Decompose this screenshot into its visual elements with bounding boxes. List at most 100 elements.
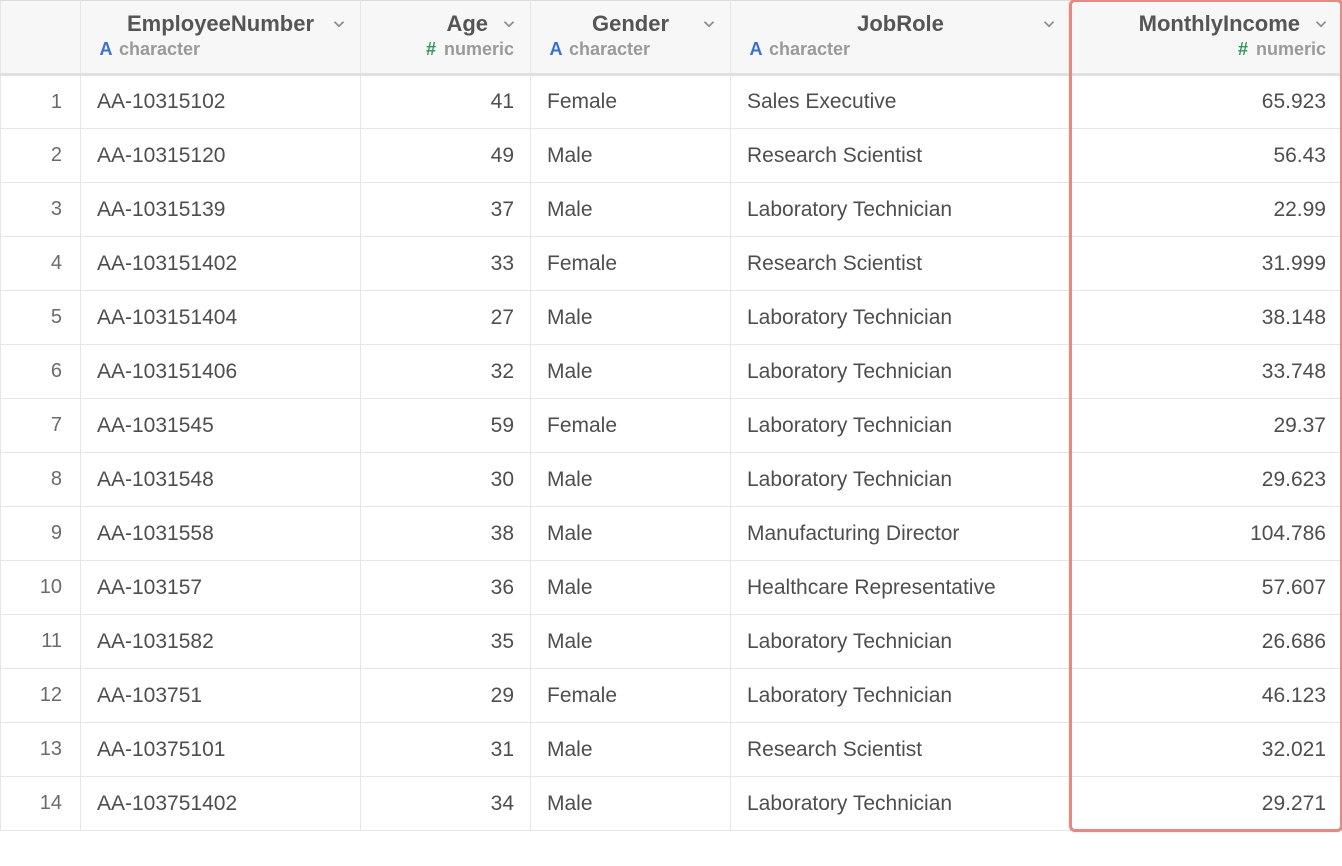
- cell-jobrole: Laboratory Technician: [731, 615, 1071, 669]
- row-number-header: [1, 1, 81, 75]
- column-type: # numeric: [377, 39, 514, 60]
- column-type: A character: [547, 39, 714, 60]
- data-table-container: EmployeeNumber A character Age: [0, 0, 1342, 831]
- table-row[interactable]: 1AA-1031510241FemaleSales Executive65.92…: [1, 75, 1342, 129]
- cell-age: 29: [361, 669, 531, 723]
- chevron-down-icon[interactable]: [330, 15, 348, 33]
- cell-gender: Male: [531, 453, 731, 507]
- cell-age: 37: [361, 183, 531, 237]
- column-header-employeenumber[interactable]: EmployeeNumber A character: [81, 1, 361, 75]
- character-type-icon: A: [547, 39, 565, 60]
- numeric-type-icon: #: [422, 39, 440, 60]
- cell-gender: Male: [531, 507, 731, 561]
- cell-monthlyincome: 57.607: [1071, 561, 1342, 615]
- table-row[interactable]: 11AA-103158235MaleLaboratory Technician2…: [1, 615, 1342, 669]
- chevron-down-icon[interactable]: [500, 15, 518, 33]
- table-row[interactable]: 7AA-103154559FemaleLaboratory Technician…: [1, 399, 1342, 453]
- row-number-cell: 7: [1, 399, 81, 453]
- table-row[interactable]: 6AA-10315140632MaleLaboratory Technician…: [1, 345, 1342, 399]
- cell-age: 49: [361, 129, 531, 183]
- column-title: EmployeeNumber: [97, 11, 344, 37]
- column-type-label: numeric: [444, 39, 514, 60]
- table-row[interactable]: 8AA-103154830MaleLaboratory Technician29…: [1, 453, 1342, 507]
- cell-gender: Male: [531, 291, 731, 345]
- cell-employeenumber: AA-1031558: [81, 507, 361, 561]
- numeric-type-icon: #: [1234, 39, 1252, 60]
- cell-age: 34: [361, 777, 531, 831]
- cell-gender: Female: [531, 399, 731, 453]
- column-type-label: character: [119, 39, 200, 60]
- cell-jobrole: Laboratory Technician: [731, 777, 1071, 831]
- row-number-cell: 12: [1, 669, 81, 723]
- cell-monthlyincome: 65.923: [1071, 75, 1342, 129]
- cell-monthlyincome: 22.99: [1071, 183, 1342, 237]
- table-row[interactable]: 13AA-1037510131MaleResearch Scientist32.…: [1, 723, 1342, 777]
- cell-jobrole: Research Scientist: [731, 723, 1071, 777]
- row-number-cell: 13: [1, 723, 81, 777]
- row-number-cell: 1: [1, 75, 81, 129]
- table-row[interactable]: 12AA-10375129FemaleLaboratory Technician…: [1, 669, 1342, 723]
- cell-jobrole: Research Scientist: [731, 237, 1071, 291]
- cell-monthlyincome: 29.37: [1071, 399, 1342, 453]
- cell-jobrole: Healthcare Representative: [731, 561, 1071, 615]
- cell-employeenumber: AA-103151404: [81, 291, 361, 345]
- column-type-label: character: [569, 39, 650, 60]
- cell-jobrole: Laboratory Technician: [731, 345, 1071, 399]
- cell-employeenumber: AA-1031582: [81, 615, 361, 669]
- cell-age: 27: [361, 291, 531, 345]
- table-row[interactable]: 4AA-10315140233FemaleResearch Scientist3…: [1, 237, 1342, 291]
- row-number-cell: 10: [1, 561, 81, 615]
- column-header-jobrole[interactable]: JobRole A character: [731, 1, 1071, 75]
- table-row[interactable]: 3AA-1031513937MaleLaboratory Technician2…: [1, 183, 1342, 237]
- cell-jobrole: Laboratory Technician: [731, 453, 1071, 507]
- chevron-down-icon[interactable]: [1312, 15, 1330, 33]
- cell-employeenumber: AA-1031548: [81, 453, 361, 507]
- cell-gender: Male: [531, 777, 731, 831]
- table-row[interactable]: 2AA-1031512049MaleResearch Scientist56.4…: [1, 129, 1342, 183]
- table-header-row: EmployeeNumber A character Age: [1, 1, 1342, 75]
- cell-jobrole: Research Scientist: [731, 129, 1071, 183]
- character-type-icon: A: [747, 39, 765, 60]
- cell-monthlyincome: 31.999: [1071, 237, 1342, 291]
- column-type: # numeric: [1087, 39, 1326, 60]
- cell-employeenumber: AA-10375101: [81, 723, 361, 777]
- table-row[interactable]: 9AA-103155838MaleManufacturing Director1…: [1, 507, 1342, 561]
- cell-jobrole: Sales Executive: [731, 75, 1071, 129]
- table-row[interactable]: 10AA-10315736MaleHealthcare Representati…: [1, 561, 1342, 615]
- table-row[interactable]: 5AA-10315140427MaleLaboratory Technician…: [1, 291, 1342, 345]
- cell-monthlyincome: 46.123: [1071, 669, 1342, 723]
- character-type-icon: A: [97, 39, 115, 60]
- cell-age: 33: [361, 237, 531, 291]
- cell-gender: Male: [531, 345, 731, 399]
- cell-gender: Male: [531, 615, 731, 669]
- cell-gender: Female: [531, 669, 731, 723]
- cell-age: 41: [361, 75, 531, 129]
- row-number-cell: 8: [1, 453, 81, 507]
- cell-employeenumber: AA-103751402: [81, 777, 361, 831]
- chevron-down-icon[interactable]: [700, 15, 718, 33]
- row-number-cell: 4: [1, 237, 81, 291]
- cell-employeenumber: AA-10315139: [81, 183, 361, 237]
- cell-age: 31: [361, 723, 531, 777]
- row-number-cell: 5: [1, 291, 81, 345]
- row-number-cell: 2: [1, 129, 81, 183]
- cell-jobrole: Laboratory Technician: [731, 399, 1071, 453]
- row-number-cell: 3: [1, 183, 81, 237]
- cell-gender: Female: [531, 75, 731, 129]
- column-type-label: numeric: [1256, 39, 1326, 60]
- cell-age: 30: [361, 453, 531, 507]
- cell-age: 35: [361, 615, 531, 669]
- cell-employeenumber: AA-1031545: [81, 399, 361, 453]
- column-header-gender[interactable]: Gender A character: [531, 1, 731, 75]
- cell-employeenumber: AA-103751: [81, 669, 361, 723]
- chevron-down-icon[interactable]: [1040, 15, 1058, 33]
- cell-age: 59: [361, 399, 531, 453]
- cell-gender: Female: [531, 237, 731, 291]
- cell-employeenumber: AA-103157: [81, 561, 361, 615]
- cell-monthlyincome: 56.43: [1071, 129, 1342, 183]
- cell-employeenumber: AA-103151406: [81, 345, 361, 399]
- table-row[interactable]: 14AA-10375140234MaleLaboratory Technicia…: [1, 777, 1342, 831]
- column-title: MonthlyIncome: [1087, 11, 1326, 37]
- column-header-monthlyincome[interactable]: MonthlyIncome # numeric: [1071, 1, 1342, 75]
- column-header-age[interactable]: Age # numeric: [361, 1, 531, 75]
